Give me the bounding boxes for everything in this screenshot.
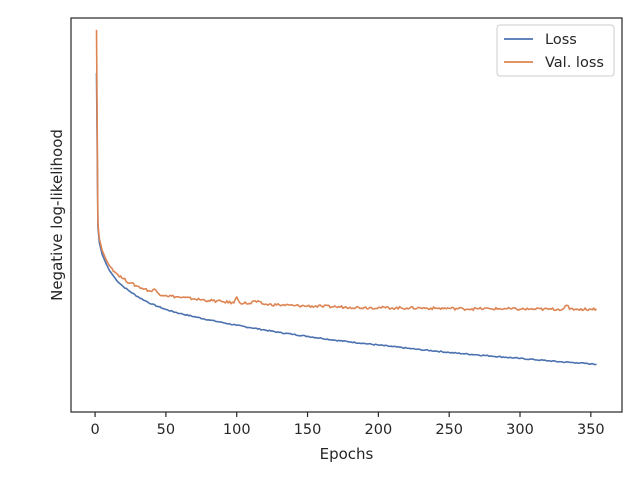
x-tick-label: 200 xyxy=(365,422,393,438)
legend-box xyxy=(496,24,615,77)
x-axis-ticks: 0 50 100 150 200 250 300 350 xyxy=(90,412,605,438)
plot-area xyxy=(70,17,623,413)
legend-label: Loss xyxy=(545,32,577,48)
x-tick-label: 250 xyxy=(435,422,463,438)
y-axis-label: Negative log-likelihood xyxy=(48,129,66,301)
x-tick-label: 0 xyxy=(90,422,99,438)
x-tick-label: 150 xyxy=(294,422,322,438)
x-tick-label: 300 xyxy=(506,422,534,438)
legend: Loss Val. loss xyxy=(496,24,615,77)
series-line-val-loss xyxy=(95,29,598,312)
x-tick-label: 350 xyxy=(577,422,605,438)
x-tick-label: 50 xyxy=(157,422,175,438)
series-line-loss xyxy=(95,73,597,366)
x-axis-label: Epochs xyxy=(320,445,374,463)
x-tick-label: 100 xyxy=(223,422,251,438)
plot-frame xyxy=(70,17,623,413)
legend-label: Val. loss xyxy=(545,55,604,71)
